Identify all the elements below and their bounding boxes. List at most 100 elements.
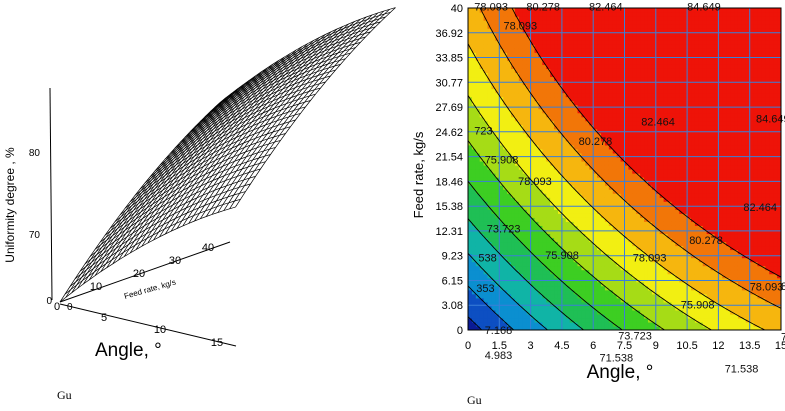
contour-cell (604, 28, 610, 33)
contour-cell (679, 148, 684, 154)
contour-cell (483, 317, 489, 323)
contour-cell (550, 281, 555, 287)
contour-cell (530, 60, 536, 65)
contour-cell (698, 96, 704, 102)
contour-cell (589, 24, 594, 29)
contour-cell (483, 76, 489, 82)
contour-cell (475, 64, 481, 69)
contour-cell (585, 245, 590, 251)
contour-cell (499, 64, 504, 69)
contour-cell (526, 221, 532, 226)
contour-cell (691, 92, 696, 98)
contour-cell (616, 60, 622, 65)
contour-cell (655, 116, 661, 122)
contour-cell (687, 100, 692, 106)
contour-cell (640, 205, 645, 210)
contour-cell (608, 233, 614, 239)
contour-cell (503, 237, 508, 243)
contour-cell (503, 309, 508, 315)
contour-cell (628, 237, 633, 243)
contour-cell (683, 297, 688, 303)
contour-cell (573, 60, 579, 65)
contour-cell (554, 96, 559, 102)
contour-cell (683, 68, 688, 73)
contour-cell (479, 241, 485, 247)
contour-cell (593, 197, 598, 202)
contour-cell (663, 217, 669, 222)
contour-cell (569, 313, 575, 319)
contour-cell (565, 193, 571, 198)
contour-cell (659, 108, 665, 114)
contour-cell (675, 297, 680, 303)
contour-cell (495, 221, 500, 226)
contour-cell (589, 88, 594, 94)
contour-cell (593, 293, 598, 299)
contour-cell (573, 325, 579, 330)
contour-cell (694, 261, 700, 267)
contour-cell (593, 24, 598, 29)
contour-cell (534, 269, 540, 275)
contour-cell (468, 60, 473, 65)
contour-cell (698, 289, 704, 295)
contour-cell (640, 309, 645, 315)
contour-cell (534, 64, 540, 69)
contour-cell (663, 229, 669, 235)
contour-cell (511, 233, 516, 239)
contour-cell (503, 116, 508, 122)
contour-cell (655, 177, 661, 182)
contour-cell (694, 285, 700, 291)
contour-cell (475, 225, 481, 230)
contour-cell (554, 132, 559, 138)
contour-cell (518, 112, 524, 118)
contour-cell (573, 88, 579, 94)
contour-cell (616, 305, 622, 311)
contour-cell (624, 317, 630, 323)
contour-cell (601, 44, 606, 49)
contour-cell (616, 249, 622, 255)
contour-cell (530, 305, 536, 311)
contour-cell (542, 237, 547, 243)
contour-cell (612, 72, 618, 78)
contour-cell (608, 177, 614, 182)
contour-cell (554, 120, 559, 126)
contour-cell (597, 273, 602, 279)
contour-cell (479, 20, 485, 25)
contour-cell (573, 289, 579, 295)
contour-cell (475, 169, 481, 174)
contour-cell (612, 68, 618, 73)
contour-cell (561, 120, 567, 126)
contour-cell (569, 201, 575, 206)
contour-cell (628, 32, 633, 37)
contour-cell (671, 301, 676, 307)
contour-cell (565, 72, 571, 78)
contour-cell (565, 269, 571, 275)
contour-cell (507, 144, 512, 150)
contour-cell (585, 136, 590, 142)
contour-cell (604, 148, 610, 154)
contour-cell (671, 148, 676, 154)
contour-cell (581, 20, 586, 25)
contour-cell (691, 213, 696, 218)
contour-cell (616, 20, 622, 25)
contour-cell (644, 76, 649, 82)
contour-cell (620, 72, 626, 78)
contour-cell (514, 317, 520, 323)
contour-cell (479, 152, 485, 158)
contour-cell (569, 44, 575, 49)
contour-cell (683, 209, 688, 214)
contour-cell (491, 52, 496, 57)
contour-cell (491, 313, 496, 319)
contour-cell (471, 185, 477, 190)
contour-cell (698, 44, 704, 49)
contour-cell (691, 60, 696, 65)
contour-cell (628, 36, 633, 41)
contour-cell (593, 152, 598, 158)
contour-cell (663, 237, 669, 243)
contour-cell (628, 156, 633, 162)
contour-cell (675, 177, 680, 182)
contour-cell (495, 205, 500, 210)
contour-cell (554, 213, 559, 218)
contour-cell (694, 92, 700, 98)
contour-cell (655, 56, 661, 61)
contour-cell (581, 177, 586, 182)
